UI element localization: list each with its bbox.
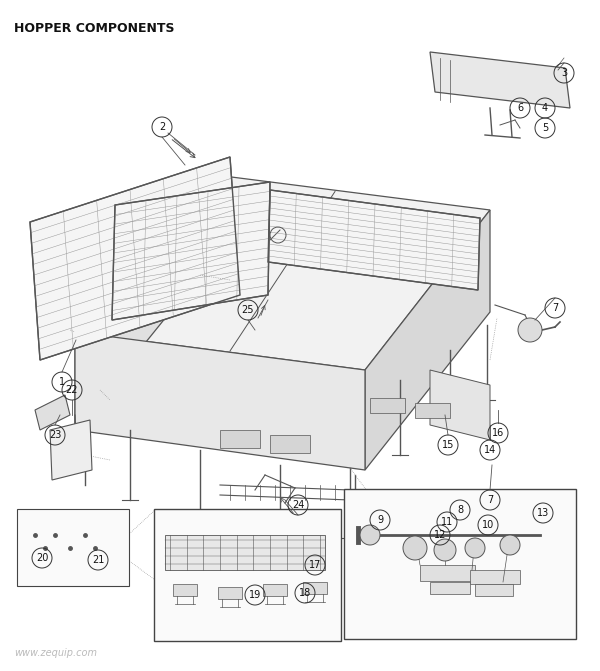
Text: 7: 7 — [487, 495, 493, 505]
Polygon shape — [430, 52, 570, 108]
Text: 3: 3 — [561, 68, 567, 78]
FancyBboxPatch shape — [470, 570, 520, 584]
Circle shape — [518, 318, 542, 342]
FancyBboxPatch shape — [218, 587, 242, 599]
Text: 13: 13 — [537, 508, 549, 518]
Text: 10: 10 — [482, 520, 494, 530]
Polygon shape — [430, 370, 490, 440]
Polygon shape — [30, 157, 240, 360]
Text: 20: 20 — [36, 553, 48, 563]
Text: 19: 19 — [249, 590, 261, 600]
Text: 14: 14 — [484, 445, 496, 455]
Text: 5: 5 — [542, 123, 548, 133]
Circle shape — [434, 539, 456, 561]
Polygon shape — [35, 395, 70, 430]
Text: 22: 22 — [66, 385, 78, 395]
FancyBboxPatch shape — [173, 584, 197, 596]
Polygon shape — [365, 210, 490, 470]
Text: 23: 23 — [49, 430, 61, 440]
FancyBboxPatch shape — [370, 398, 405, 413]
Polygon shape — [50, 420, 92, 480]
Polygon shape — [165, 535, 325, 570]
Text: 11: 11 — [441, 517, 453, 527]
Polygon shape — [75, 173, 490, 370]
Circle shape — [360, 525, 380, 545]
FancyBboxPatch shape — [415, 403, 450, 418]
Text: 9: 9 — [377, 515, 383, 525]
FancyBboxPatch shape — [420, 565, 475, 581]
Polygon shape — [112, 182, 270, 320]
Text: 18: 18 — [299, 588, 311, 598]
FancyBboxPatch shape — [263, 584, 287, 596]
Circle shape — [500, 535, 520, 555]
Text: 25: 25 — [242, 305, 254, 315]
Text: 12: 12 — [434, 530, 446, 540]
FancyBboxPatch shape — [475, 584, 513, 596]
Text: 15: 15 — [442, 440, 454, 450]
Text: 8: 8 — [457, 505, 463, 515]
Text: 7: 7 — [552, 303, 558, 313]
Text: 17: 17 — [309, 560, 321, 570]
FancyBboxPatch shape — [344, 489, 576, 639]
FancyBboxPatch shape — [220, 430, 260, 448]
Text: 21: 21 — [92, 555, 104, 565]
FancyBboxPatch shape — [17, 509, 129, 586]
Circle shape — [403, 536, 427, 560]
FancyBboxPatch shape — [270, 435, 310, 453]
Circle shape — [465, 538, 485, 558]
Text: 1: 1 — [59, 377, 65, 387]
Text: 16: 16 — [492, 428, 504, 438]
Text: HOPPER COMPONENTS: HOPPER COMPONENTS — [14, 22, 175, 35]
Polygon shape — [75, 173, 200, 430]
Text: 4: 4 — [542, 103, 548, 113]
Text: 2: 2 — [159, 122, 165, 132]
FancyBboxPatch shape — [430, 582, 470, 594]
Text: www.zequip.com: www.zequip.com — [14, 648, 97, 658]
Polygon shape — [268, 190, 480, 290]
Text: 6: 6 — [517, 103, 523, 113]
FancyBboxPatch shape — [154, 509, 341, 641]
Polygon shape — [75, 332, 365, 470]
FancyBboxPatch shape — [303, 582, 327, 594]
Text: 24: 24 — [292, 500, 304, 510]
